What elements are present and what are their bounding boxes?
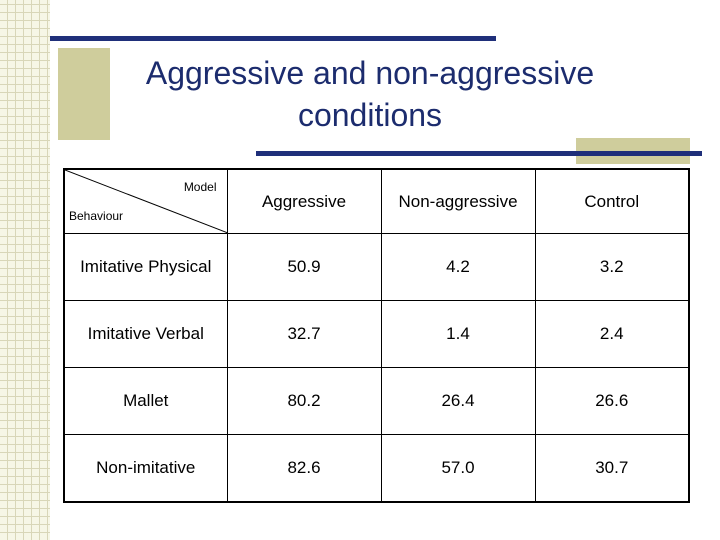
corner-model-label: Model	[183, 180, 217, 194]
column-header: Non-aggressive	[380, 168, 536, 234]
decorative-strip	[0, 0, 50, 540]
title-line-1: Aggressive and non-aggressive	[145, 55, 595, 91]
table-cell: 80.2	[226, 367, 382, 435]
table-cell: 30.7	[534, 434, 690, 503]
table-cell: 57.0	[380, 434, 536, 503]
header-row: Model Behaviour Aggressive Non-aggressiv…	[63, 168, 690, 234]
table-row: Non-imitative 82.6 57.0 30.7	[63, 434, 690, 503]
table-cell: 50.9	[226, 233, 382, 301]
table-cell: 4.2	[380, 233, 536, 301]
diagonal-divider	[65, 170, 228, 233]
decorative-square-top	[58, 48, 110, 140]
table-row: Mallet 80.2 26.4 26.6	[63, 367, 690, 435]
table-cell: 82.6	[226, 434, 382, 503]
row-label: Mallet	[63, 367, 228, 435]
table-row: Imitative Verbal 32.7 1.4 2.4	[63, 300, 690, 368]
decorative-bar-top	[50, 36, 496, 41]
corner-behaviour-label: Behaviour	[69, 209, 124, 223]
slide-title: Aggressive and non-aggressive conditions	[110, 52, 630, 136]
row-label: Imitative Verbal	[63, 300, 228, 368]
table-cell: 26.4	[380, 367, 536, 435]
table-cell: 2.4	[534, 300, 690, 368]
decorative-bar-bottom	[256, 151, 702, 156]
column-header: Control	[534, 168, 690, 234]
title-line-2: conditions	[297, 97, 443, 133]
row-label: Imitative Physical	[63, 233, 228, 301]
row-label: Non-imitative	[63, 434, 228, 503]
table-cell: 32.7	[226, 300, 382, 368]
column-header: Aggressive	[226, 168, 382, 234]
table-row: Imitative Physical 50.9 4.2 3.2	[63, 233, 690, 301]
results-table: Model Behaviour Aggressive Non-aggressiv…	[63, 168, 690, 503]
table-cell: 26.6	[534, 367, 690, 435]
corner-cell: Model Behaviour	[63, 168, 228, 234]
table-cell: 1.4	[380, 300, 536, 368]
table-cell: 3.2	[534, 233, 690, 301]
